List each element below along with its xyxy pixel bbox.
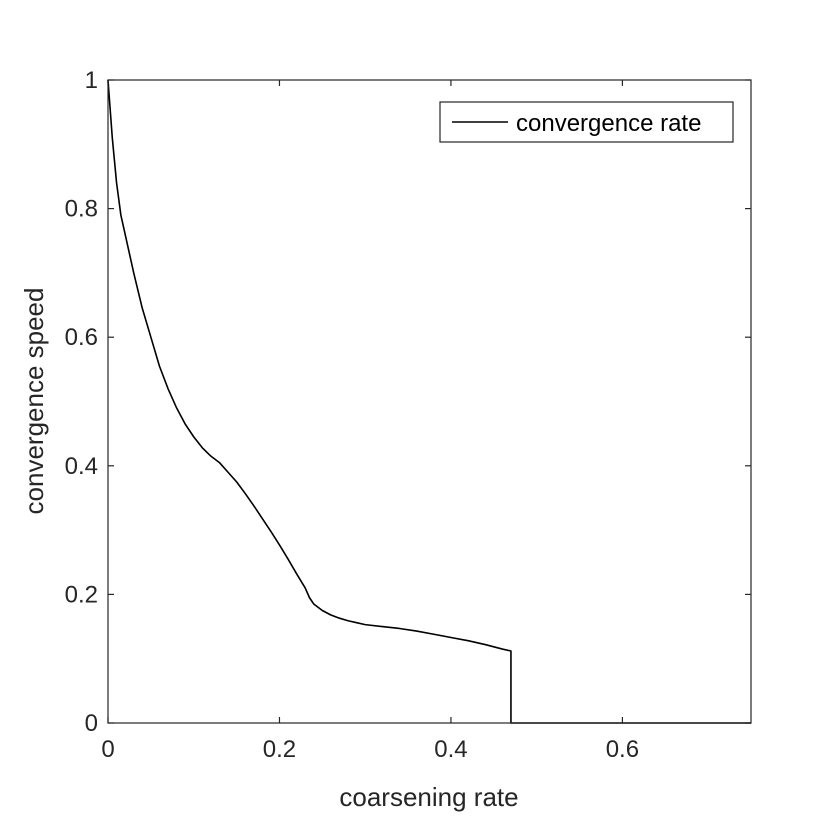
axes-box — [107, 79, 752, 724]
x-axis-ticks: 0 0.2 0.4 0.6 — [101, 80, 639, 763]
series-layer — [107, 79, 751, 724]
plot-area — [108, 80, 751, 723]
x-axis-label: coarsening rate — [339, 782, 518, 812]
y-tick-label: 0.2 — [65, 581, 98, 608]
y-tick-label: 0.8 — [65, 196, 98, 223]
series-line — [107, 79, 751, 724]
x-tick-label: 0.4 — [434, 736, 467, 763]
x-tick-label: 0.2 — [263, 736, 296, 763]
x-tick-label: 0.6 — [606, 736, 639, 763]
y-axis-label: convergence speed — [19, 288, 49, 515]
x-tick-label: 0 — [101, 736, 114, 763]
y-tick-label: 0.6 — [65, 324, 98, 351]
y-tick-label: 0.4 — [65, 453, 98, 480]
legend: convergence rate — [439, 101, 734, 143]
y-tick-label: 1 — [85, 67, 98, 94]
y-axis-ticks: 0 0.2 0.4 0.6 0.8 1 — [65, 67, 751, 737]
legend-entry-label: convergence rate — [516, 110, 701, 137]
y-tick-label: 0 — [85, 710, 98, 737]
